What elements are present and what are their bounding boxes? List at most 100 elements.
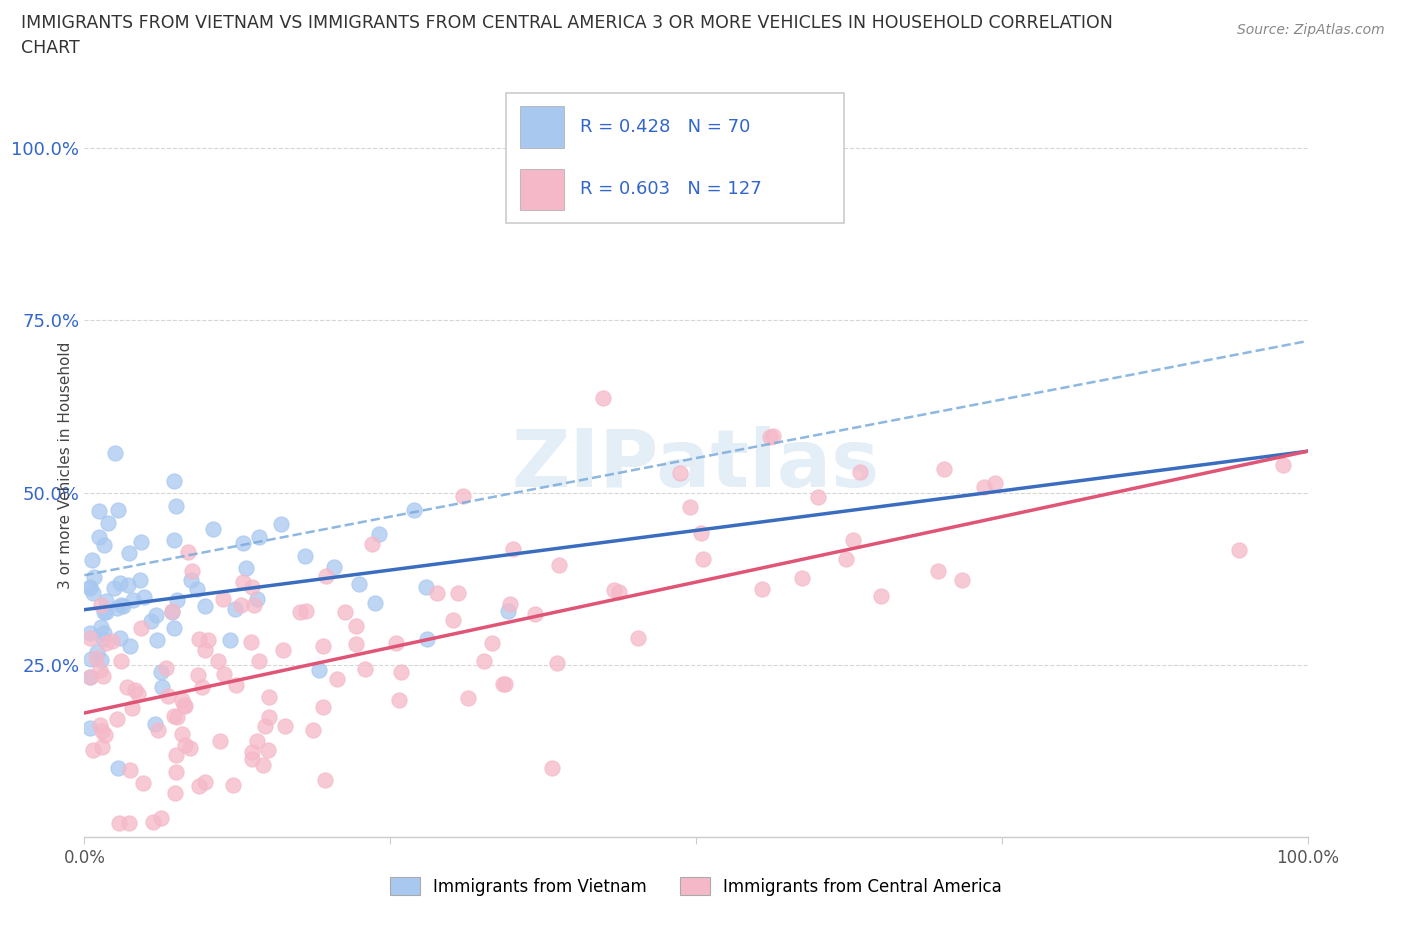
Point bbox=[160, 604, 183, 618]
Point bbox=[127, 686, 149, 701]
Point bbox=[232, 535, 254, 550]
Point bbox=[108, 576, 131, 591]
Point bbox=[111, 599, 134, 614]
Point bbox=[347, 577, 370, 591]
Point bbox=[79, 579, 101, 594]
Point bbox=[607, 585, 630, 600]
Point bbox=[333, 604, 356, 619]
Point bbox=[246, 591, 269, 606]
Point bbox=[108, 816, 131, 830]
Point bbox=[225, 678, 247, 693]
Point bbox=[124, 683, 146, 698]
Point bbox=[174, 737, 197, 752]
Point bbox=[1272, 458, 1295, 472]
Point bbox=[86, 644, 108, 659]
Point bbox=[499, 596, 522, 611]
Point bbox=[80, 652, 103, 667]
Point bbox=[84, 651, 107, 666]
Point bbox=[294, 604, 316, 618]
Point bbox=[94, 636, 117, 651]
Point bbox=[121, 700, 143, 715]
Point bbox=[104, 445, 127, 460]
Point bbox=[758, 430, 780, 445]
Point bbox=[108, 631, 131, 645]
Point bbox=[315, 569, 337, 584]
Point bbox=[368, 526, 391, 541]
Point bbox=[91, 669, 114, 684]
Point bbox=[90, 652, 112, 667]
Point bbox=[344, 636, 367, 651]
Point bbox=[96, 593, 118, 608]
Point bbox=[194, 774, 217, 789]
Point bbox=[79, 626, 101, 641]
Point bbox=[91, 740, 114, 755]
Point bbox=[179, 740, 201, 755]
Point bbox=[229, 597, 252, 612]
Point bbox=[129, 620, 152, 635]
Point bbox=[157, 688, 180, 703]
Point bbox=[257, 710, 280, 724]
Point bbox=[118, 546, 141, 561]
Point bbox=[141, 614, 163, 629]
Point bbox=[91, 724, 114, 738]
Point bbox=[79, 631, 101, 645]
Point bbox=[145, 607, 167, 622]
Point bbox=[150, 680, 173, 695]
Point bbox=[165, 498, 187, 513]
Point bbox=[669, 465, 692, 480]
Point bbox=[132, 776, 155, 790]
Point bbox=[494, 676, 516, 691]
Point bbox=[762, 429, 785, 444]
Point bbox=[232, 575, 254, 590]
Point bbox=[364, 595, 387, 610]
Point bbox=[311, 700, 333, 715]
Point bbox=[240, 751, 263, 766]
Point bbox=[472, 653, 495, 668]
Point bbox=[103, 580, 125, 595]
Point bbox=[101, 633, 124, 648]
Point bbox=[257, 743, 280, 758]
Point bbox=[1227, 542, 1250, 557]
Point bbox=[308, 662, 330, 677]
Point bbox=[447, 585, 470, 600]
Point bbox=[187, 631, 209, 646]
Point bbox=[498, 604, 520, 618]
Point bbox=[848, 464, 870, 479]
Point bbox=[301, 723, 323, 737]
Point bbox=[173, 698, 195, 712]
Point bbox=[89, 718, 111, 733]
Point bbox=[93, 604, 115, 619]
Point bbox=[835, 551, 858, 566]
Point bbox=[253, 719, 276, 734]
Point bbox=[344, 618, 367, 633]
Point bbox=[165, 786, 187, 801]
Text: CHART: CHART bbox=[21, 39, 80, 57]
Point bbox=[93, 727, 115, 742]
Point bbox=[270, 516, 292, 531]
Point bbox=[146, 632, 169, 647]
Point bbox=[314, 773, 336, 788]
Point bbox=[388, 693, 411, 708]
Point bbox=[547, 558, 569, 573]
Point bbox=[82, 742, 104, 757]
Point bbox=[79, 581, 101, 596]
Point bbox=[252, 757, 274, 772]
Point bbox=[546, 656, 568, 671]
Point bbox=[792, 571, 814, 586]
Point bbox=[679, 499, 702, 514]
Point bbox=[416, 632, 439, 647]
Point bbox=[502, 542, 524, 557]
Point bbox=[117, 578, 139, 592]
Point bbox=[162, 473, 184, 488]
Point bbox=[354, 661, 377, 676]
Point bbox=[322, 559, 344, 574]
Point bbox=[89, 529, 111, 544]
Point bbox=[257, 690, 280, 705]
Point bbox=[117, 816, 139, 830]
Point bbox=[149, 811, 172, 826]
Point bbox=[197, 632, 219, 647]
Point bbox=[79, 670, 101, 684]
Point bbox=[235, 561, 257, 576]
FancyBboxPatch shape bbox=[520, 168, 564, 210]
Text: IMMIGRANTS FROM VIETNAM VS IMMIGRANTS FROM CENTRAL AMERICA 3 OR MORE VEHICLES IN: IMMIGRANTS FROM VIETNAM VS IMMIGRANTS FR… bbox=[21, 14, 1114, 32]
